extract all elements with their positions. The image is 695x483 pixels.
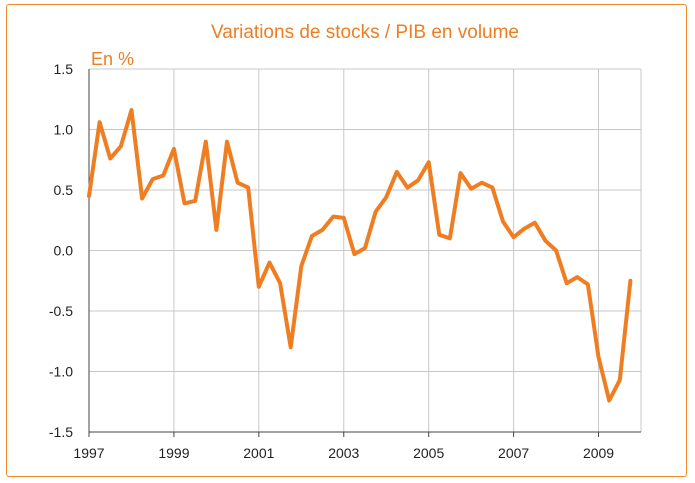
x-tick-labels: 1997 1999 2001 2003 2005 2007 2009 — [73, 445, 614, 461]
data-point — [87, 194, 91, 198]
data-point — [119, 144, 123, 149]
x-tick-label: 2001 — [243, 445, 274, 461]
x-tick-label: 2003 — [328, 445, 359, 461]
axes — [88, 69, 641, 437]
y-tick-label: -1.0 — [49, 364, 73, 380]
y-tick-label: -0.5 — [49, 303, 73, 319]
data-point — [182, 201, 187, 205]
data-point — [427, 160, 431, 164]
x-tick-label: 1997 — [73, 445, 104, 461]
data-point — [490, 185, 494, 190]
data-point — [533, 221, 537, 225]
data-point — [618, 378, 622, 382]
data-point — [565, 281, 569, 285]
data-point — [140, 196, 144, 201]
data-point — [161, 173, 165, 178]
y-tick-label: 1.0 — [54, 122, 74, 138]
data-point — [522, 227, 526, 231]
data-point — [289, 345, 293, 349]
series-line — [87, 108, 633, 403]
data-point — [395, 170, 399, 174]
data-point — [628, 279, 632, 283]
data-point — [129, 108, 134, 112]
data-point — [246, 185, 250, 190]
data-point — [512, 235, 516, 239]
y-tick-label: 0.5 — [54, 182, 74, 198]
y-axis-unit-label: En % — [91, 49, 134, 69]
chart-title: Variations de stocks / PIB en volume — [211, 22, 519, 43]
data-point — [543, 239, 548, 243]
data-point — [374, 210, 378, 214]
data-point — [352, 252, 356, 256]
data-point — [331, 215, 335, 219]
data-point — [607, 398, 611, 403]
data-point — [554, 248, 558, 253]
data-point — [267, 261, 272, 265]
data-point — [108, 156, 112, 161]
data-point — [278, 281, 282, 285]
data-point — [98, 120, 102, 124]
y-tick-label: 0.0 — [54, 243, 74, 259]
data-point — [204, 140, 208, 144]
x-tick-label: 2007 — [498, 445, 529, 461]
data-point — [384, 195, 388, 199]
data-point — [342, 216, 346, 220]
data-point — [225, 140, 229, 144]
series-group — [87, 108, 633, 403]
data-point — [310, 234, 314, 238]
data-point — [299, 264, 303, 268]
data-point — [586, 282, 590, 286]
data-point — [416, 178, 420, 182]
data-point — [236, 181, 240, 185]
data-point — [596, 355, 601, 359]
data-point — [480, 181, 484, 185]
x-tick-label: 1999 — [158, 445, 189, 461]
data-point — [320, 228, 325, 232]
data-point — [458, 171, 463, 175]
chart-frame — [6, 4, 687, 477]
data-point — [151, 177, 155, 181]
data-point — [448, 236, 452, 240]
data-point — [405, 185, 410, 190]
x-tick-label: 2009 — [583, 445, 614, 461]
data-point — [257, 285, 261, 289]
data-point — [469, 187, 473, 191]
data-point — [172, 147, 176, 151]
data-point — [193, 199, 197, 203]
data-point — [437, 233, 441, 237]
x-tick-label: 2005 — [413, 445, 444, 461]
y-tick-label: -1.5 — [49, 424, 73, 440]
y-tick-label: 1.5 — [54, 61, 74, 77]
y-tick-labels: 1.5 1.0 0.5 0.0 -0.5 -1.0 -1.5 — [49, 61, 73, 440]
data-point — [575, 275, 579, 279]
data-point — [214, 228, 218, 232]
data-point — [363, 246, 367, 250]
data-point — [501, 219, 505, 224]
